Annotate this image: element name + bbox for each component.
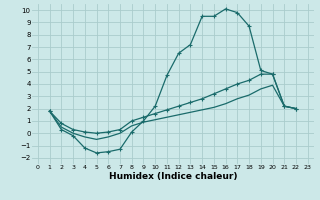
X-axis label: Humidex (Indice chaleur): Humidex (Indice chaleur): [108, 172, 237, 181]
